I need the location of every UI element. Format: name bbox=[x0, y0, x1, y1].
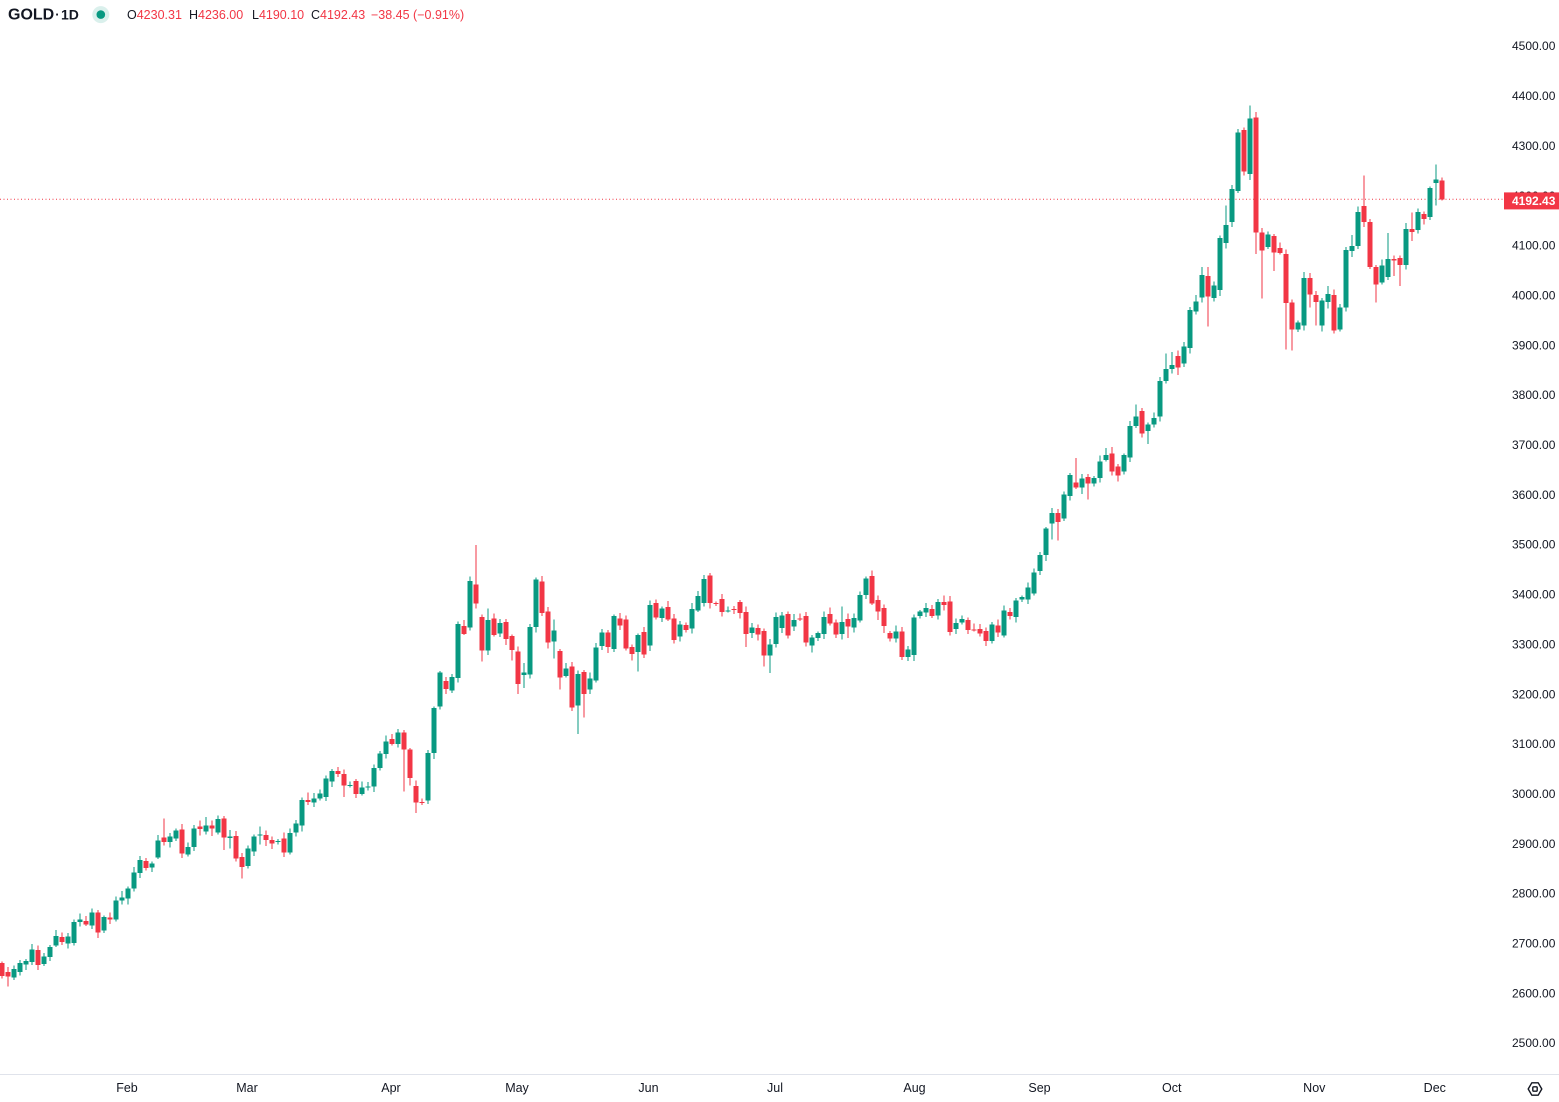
svg-text:4000.00: 4000.00 bbox=[1512, 289, 1556, 303]
svg-text:3200.00: 3200.00 bbox=[1512, 687, 1556, 701]
svg-text:Jun: Jun bbox=[638, 1081, 658, 1095]
svg-text:O4230.31: O4230.31 bbox=[127, 8, 182, 22]
svg-text:Apr: Apr bbox=[381, 1081, 400, 1095]
svg-text:Oct: Oct bbox=[1162, 1081, 1182, 1095]
svg-text:3100.00: 3100.00 bbox=[1512, 737, 1556, 751]
svg-text:3500.00: 3500.00 bbox=[1512, 538, 1556, 552]
svg-text:Sep: Sep bbox=[1028, 1081, 1050, 1095]
svg-text:1D: 1D bbox=[61, 7, 79, 23]
svg-text:3700.00: 3700.00 bbox=[1512, 438, 1556, 452]
svg-text:3800.00: 3800.00 bbox=[1512, 388, 1556, 402]
svg-text:4100.00: 4100.00 bbox=[1512, 239, 1556, 253]
svg-text:3600.00: 3600.00 bbox=[1512, 488, 1556, 502]
svg-text:May: May bbox=[505, 1081, 529, 1095]
svg-text:Dec: Dec bbox=[1424, 1081, 1446, 1095]
svg-text:Nov: Nov bbox=[1303, 1081, 1326, 1095]
svg-text:4300.00: 4300.00 bbox=[1512, 139, 1556, 153]
svg-text:Feb: Feb bbox=[116, 1081, 138, 1095]
svg-text:H4236.00: H4236.00 bbox=[189, 8, 243, 22]
svg-text:3000.00: 3000.00 bbox=[1512, 787, 1556, 801]
svg-text:2600.00: 2600.00 bbox=[1512, 986, 1556, 1000]
svg-text:C4192.43: C4192.43 bbox=[311, 8, 365, 22]
svg-text:Mar: Mar bbox=[236, 1081, 258, 1095]
svg-text:2500.00: 2500.00 bbox=[1512, 1036, 1556, 1050]
svg-text:2800.00: 2800.00 bbox=[1512, 887, 1556, 901]
svg-text:−38.45 (−0.91%): −38.45 (−0.91%) bbox=[371, 8, 464, 22]
svg-text:4192.43: 4192.43 bbox=[1512, 194, 1556, 208]
svg-text:L4190.10: L4190.10 bbox=[252, 8, 304, 22]
svg-text:2900.00: 2900.00 bbox=[1512, 837, 1556, 851]
svg-text:3400.00: 3400.00 bbox=[1512, 588, 1556, 602]
svg-text:4400.00: 4400.00 bbox=[1512, 89, 1556, 103]
svg-text:·: · bbox=[55, 7, 59, 22]
svg-text:Aug: Aug bbox=[903, 1081, 925, 1095]
svg-text:GOLD: GOLD bbox=[8, 7, 54, 24]
svg-text:3900.00: 3900.00 bbox=[1512, 338, 1556, 352]
svg-text:3300.00: 3300.00 bbox=[1512, 637, 1556, 651]
svg-text:4500.00: 4500.00 bbox=[1512, 39, 1556, 53]
svg-text:Jul: Jul bbox=[767, 1081, 783, 1095]
svg-text:2700.00: 2700.00 bbox=[1512, 937, 1556, 951]
